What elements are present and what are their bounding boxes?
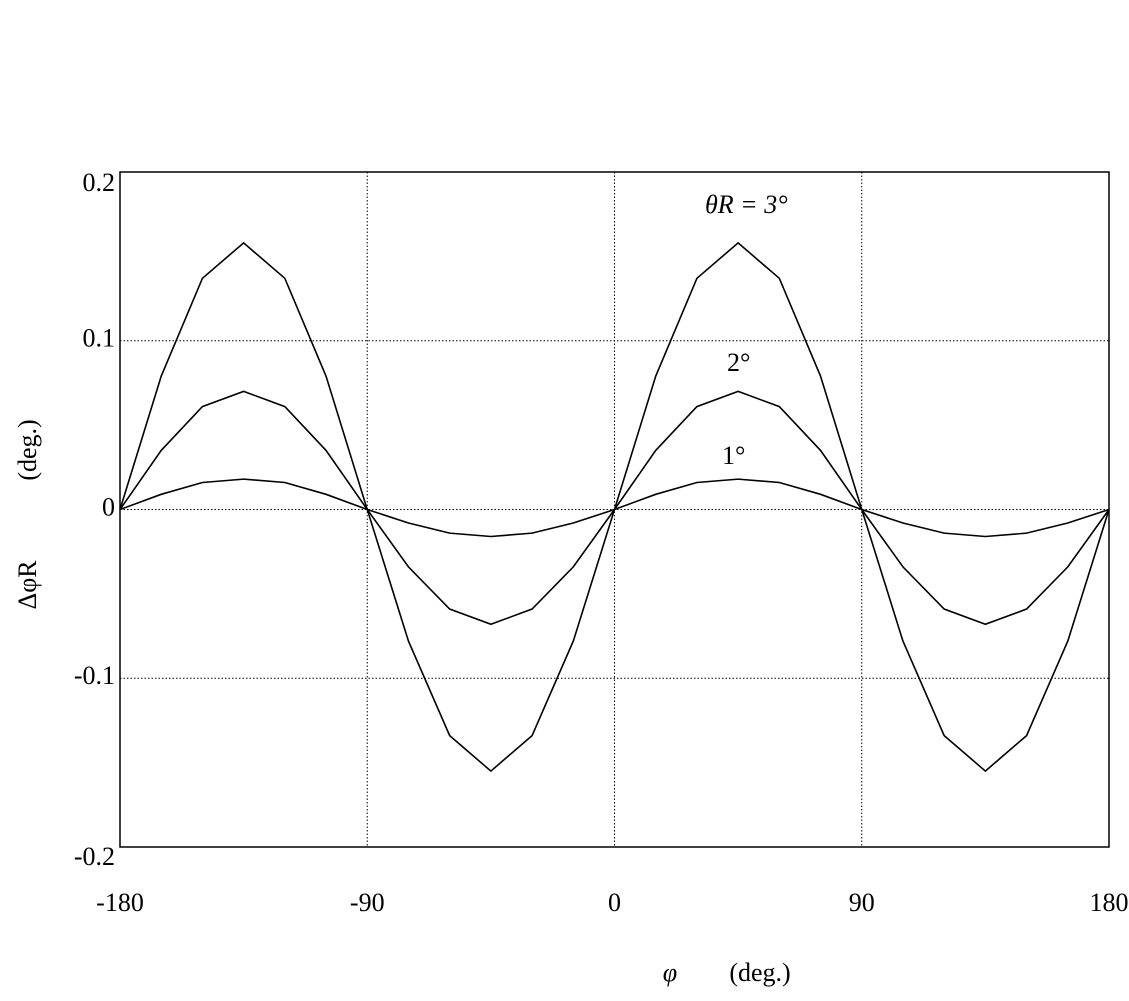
x-tick-label: 180: [1090, 888, 1129, 917]
x-tick-label: -180: [96, 888, 144, 917]
series-line: [119, 478, 1110, 538]
series-line: [119, 241, 1110, 773]
y-axis-unit: (deg.): [13, 419, 42, 480]
series-label: 1°: [722, 441, 745, 470]
y-tick-label: 0.2: [83, 168, 116, 197]
series-label: 2°: [727, 348, 750, 377]
x-tick-label: -90: [350, 888, 385, 917]
y-tick-label: 0: [102, 492, 115, 521]
x-tick-label: 0: [608, 888, 621, 917]
y-tick-label: -0.2: [74, 842, 115, 871]
y-tick-label: 0.1: [83, 324, 116, 353]
x-tick-label: 90: [849, 888, 875, 917]
series-label: θR = 3°: [705, 190, 788, 219]
y-tick-label: -0.1: [74, 661, 115, 690]
x-axis-unit: (deg.): [729, 958, 790, 987]
x-axis-label: φ: [663, 958, 677, 987]
y-axis-label: ΔφR: [13, 560, 42, 610]
